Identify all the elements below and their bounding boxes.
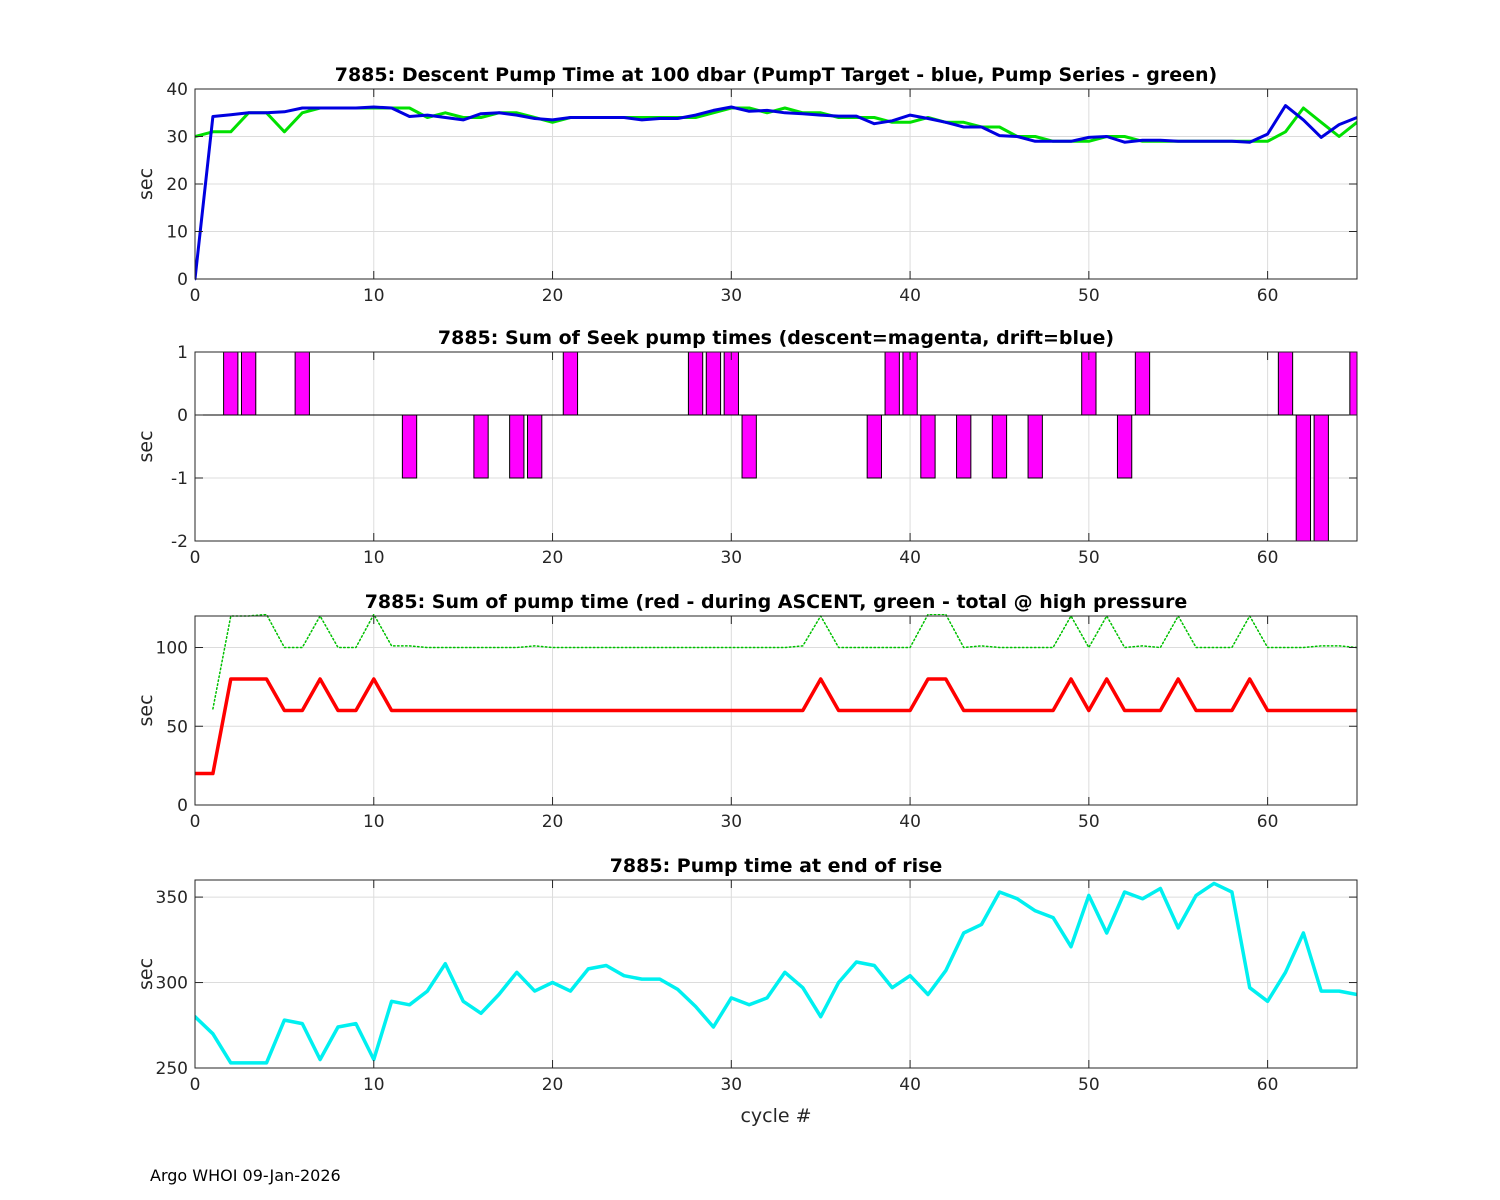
bar bbox=[956, 414, 972, 479]
plot-area bbox=[195, 352, 1357, 541]
series-line bbox=[195, 881, 1357, 1065]
data-layer bbox=[223, 351, 1357, 542]
y-tick-label: 30 bbox=[166, 128, 188, 148]
axes-frame bbox=[194, 615, 1358, 806]
y-tick-label: 50 bbox=[166, 717, 188, 737]
x-tick-label: 0 bbox=[190, 812, 201, 832]
axes-frame bbox=[194, 879, 1358, 1069]
y-tick-label: 1 bbox=[177, 343, 188, 363]
x-tick-label: 50 bbox=[1078, 812, 1100, 832]
y-axis-label: sec bbox=[135, 958, 157, 990]
y-tick-label: 40 bbox=[166, 80, 188, 100]
bar bbox=[223, 351, 239, 416]
bar bbox=[527, 414, 543, 479]
y-tick-label: 10 bbox=[166, 223, 188, 243]
bar bbox=[1313, 414, 1329, 542]
y-tick-label: 300 bbox=[156, 974, 188, 994]
x-tick-label: 50 bbox=[1078, 1075, 1100, 1095]
y-axis-label: sec bbox=[135, 168, 157, 200]
bar bbox=[240, 351, 257, 416]
y-tick-label: 0 bbox=[177, 270, 188, 290]
data-layer bbox=[195, 104, 1357, 281]
x-tick-label: 60 bbox=[1257, 286, 1279, 306]
y-tick-label: 250 bbox=[156, 1059, 188, 1079]
x-tick-label: 0 bbox=[190, 1075, 201, 1095]
x-tick-label: 20 bbox=[542, 1075, 564, 1095]
x-tick-label: 60 bbox=[1257, 548, 1279, 568]
y-tick-label: -1 bbox=[171, 469, 188, 489]
x-tick-label: 20 bbox=[542, 286, 564, 306]
data-layer bbox=[195, 614, 1357, 776]
bar bbox=[705, 351, 722, 416]
bar bbox=[1134, 351, 1151, 416]
chart-title: 7885: Descent Pump Time at 100 dbar (Pum… bbox=[335, 64, 1218, 86]
y-axis-label: sec bbox=[135, 694, 157, 726]
chart-4: 0 10 20 30 40 50 60 250 300 350 7885: Pump time at… bbox=[135, 855, 1358, 1127]
x-tick-label: 60 bbox=[1257, 812, 1279, 832]
bar bbox=[866, 414, 882, 479]
x-axis-label: cycle # bbox=[740, 1105, 811, 1127]
bar bbox=[562, 351, 579, 416]
x-tick-label: 20 bbox=[542, 548, 564, 568]
bar bbox=[401, 414, 418, 479]
series-line bbox=[212, 614, 1357, 710]
bar bbox=[1081, 351, 1097, 416]
series-line bbox=[195, 104, 1357, 281]
y-tick-label: 0 bbox=[177, 796, 188, 816]
footer-text: Argo WHOI 09-Jan-2026 bbox=[150, 1166, 341, 1185]
bar bbox=[902, 351, 918, 416]
data-layer bbox=[195, 881, 1357, 1065]
bar bbox=[1277, 351, 1294, 416]
y-tick-label: 20 bbox=[166, 175, 188, 195]
x-tick-label: 30 bbox=[720, 812, 742, 832]
y-tick-label: -2 bbox=[171, 532, 188, 552]
y-tick-label: 350 bbox=[156, 888, 188, 908]
bar bbox=[723, 351, 739, 416]
x-tick-label: 50 bbox=[1078, 548, 1100, 568]
plot-area bbox=[195, 880, 1357, 1068]
x-tick-label: 40 bbox=[899, 548, 921, 568]
chart-title: 7885: Sum of Seek pump times (descent=ma… bbox=[438, 327, 1114, 349]
chart-1: 0 10 20 30 40 50 60 0 10 20 30 40 7885: Descent Pump… bbox=[135, 64, 1358, 306]
x-tick-label: 0 bbox=[190, 286, 201, 306]
x-tick-label: 30 bbox=[720, 1075, 742, 1095]
chart-3: 0 10 20 30 40 50 60 0 50 100 7885: Sum of pump tim… bbox=[135, 591, 1358, 832]
bar bbox=[1295, 414, 1312, 542]
bar bbox=[473, 414, 489, 479]
x-tick-label: 40 bbox=[899, 812, 921, 832]
x-tick-label: 20 bbox=[542, 812, 564, 832]
axes-frame bbox=[194, 351, 1358, 542]
bar bbox=[294, 351, 310, 416]
x-tick-label: 10 bbox=[363, 548, 385, 568]
y-axis-label: sec bbox=[135, 430, 157, 462]
series-line bbox=[195, 677, 1357, 776]
x-tick-label: 30 bbox=[720, 286, 742, 306]
x-tick-label: 0 bbox=[190, 548, 201, 568]
y-tick-label: 100 bbox=[156, 639, 188, 659]
bar bbox=[1349, 351, 1357, 416]
bar bbox=[509, 414, 525, 479]
x-tick-label: 10 bbox=[363, 286, 385, 306]
chart-title: 7885: Pump time at end of rise bbox=[610, 855, 943, 877]
bar bbox=[1116, 414, 1133, 479]
bar bbox=[991, 414, 1008, 479]
y-tick-label: 0 bbox=[177, 406, 188, 426]
x-tick-label: 10 bbox=[363, 1075, 385, 1095]
bar bbox=[920, 414, 936, 479]
x-tick-label: 60 bbox=[1257, 1075, 1279, 1095]
x-tick-label: 30 bbox=[720, 548, 742, 568]
bar bbox=[884, 351, 900, 416]
chart-title: 7885: Sum of pump time (red - during ASC… bbox=[365, 591, 1188, 613]
x-tick-label: 40 bbox=[899, 286, 921, 306]
x-tick-label: 40 bbox=[899, 1075, 921, 1095]
bar bbox=[687, 351, 704, 416]
x-tick-label: 10 bbox=[363, 812, 385, 832]
x-tick-label: 50 bbox=[1078, 286, 1100, 306]
chart-2: 0 10 20 30 40 50 60 -2 -1 0 1 7885: Sum of Seek pum… bbox=[135, 327, 1358, 568]
bar bbox=[1027, 414, 1043, 479]
bar bbox=[741, 414, 757, 479]
